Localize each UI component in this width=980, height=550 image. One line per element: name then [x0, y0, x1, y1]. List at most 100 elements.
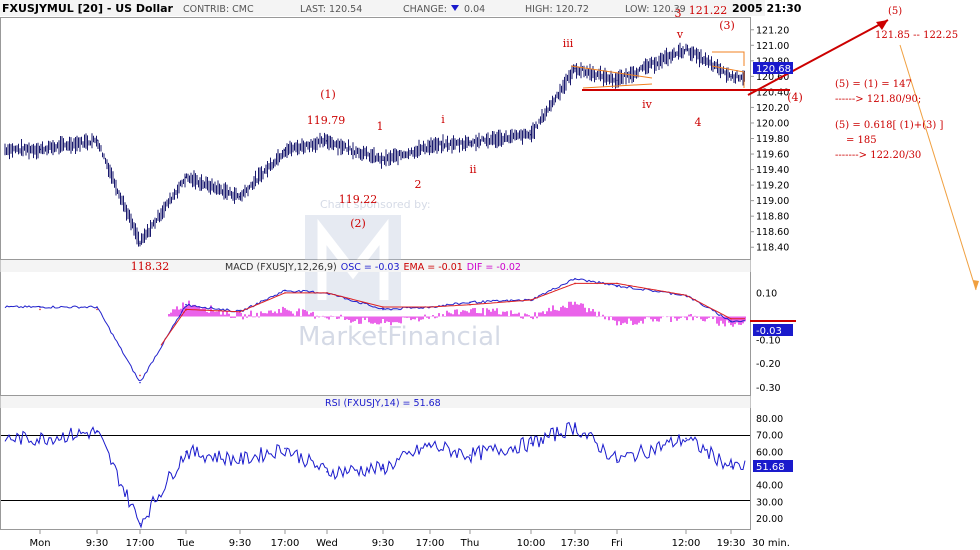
price-tick-label: 121.00: [756, 41, 789, 52]
rsi-tick-label: 60.00: [756, 447, 783, 458]
rsi-point: [685, 437, 687, 440]
macd-line: [4, 278, 745, 382]
last-label: LAST: 120.54: [300, 4, 362, 15]
time-tick-label: 17:00: [126, 538, 155, 549]
price-tick-label: 119.20: [756, 181, 789, 192]
price-point: [685, 48, 687, 50]
time-label: 2005 21:30: [732, 2, 802, 15]
macd-last-box: -0.03: [753, 324, 793, 337]
price-tick-label: 120.60: [756, 72, 789, 83]
macd-tick-label: 0.10: [756, 288, 777, 299]
ann-3-paren: (3): [719, 19, 735, 32]
time-tick-label: 17:00: [271, 538, 300, 549]
price-tick-label: 119.40: [756, 165, 789, 176]
signal-point: [239, 310, 241, 313]
projection-note-1: (5) = (1) = 147: [835, 79, 912, 90]
svg-text:120.68: 120.68: [756, 64, 791, 75]
rsi-tick-label: 70.00: [756, 431, 783, 442]
rsi-point: [39, 437, 41, 440]
svg-text:51.68: 51.68: [756, 462, 785, 473]
rsi-point: [429, 444, 431, 446]
ann-iii: iii: [563, 37, 574, 50]
ann-4: 4: [695, 116, 702, 129]
rsi-point: [730, 466, 732, 468]
macd-point: [39, 306, 41, 308]
price-point: [39, 148, 41, 151]
macd-point: [139, 381, 141, 384]
price-point: [469, 141, 471, 144]
signal-point: [429, 306, 431, 308]
rsi-point: [616, 459, 618, 461]
time-tick-label: 9:30: [229, 538, 251, 549]
ann-v: v: [676, 28, 684, 41]
price-tick-label: 120.40: [756, 87, 789, 98]
price-point: [284, 149, 286, 151]
macd-point: [185, 303, 187, 306]
price-tick-label: 118.40: [756, 243, 789, 254]
signal-point: [530, 299, 532, 301]
low-label: LOW: 120.39: [625, 4, 686, 15]
ann-1-paren: (1): [320, 88, 336, 101]
signal-point: [685, 294, 687, 297]
rsi-point: [574, 425, 576, 428]
interval-label: 30 min.: [752, 538, 790, 549]
ann-1: 1: [377, 120, 384, 133]
macd-point: [730, 320, 732, 323]
time-tick-label: Wed: [316, 538, 338, 549]
rsi-point: [239, 459, 241, 461]
price-tick-label: 119.00: [756, 196, 789, 207]
watermark: Chart sponsored by: MarketFinancial: [298, 198, 501, 352]
time-tick-label: Fri: [611, 538, 623, 549]
projection-note-3: (5) = 0.618[ (1)+(3) ]: [835, 120, 943, 131]
projection-arrow-icon: [876, 20, 888, 30]
projection-fade-line: [899, 44, 977, 291]
price-tick-label: 118.60: [756, 227, 789, 238]
rsi-point: [469, 454, 471, 456]
projection-notes: (5) 121.85 -- 122.25 (5) = (1) = 147 ---…: [835, 6, 958, 161]
change-label: CHANGE:: [403, 4, 447, 15]
time-axis: Mon 9:30 17:00 Tue 9:30 17:00 Wed 9:30 17:00 Thu 1…: [29, 530, 745, 549]
header-bar: FXUSJYMUL [20] - US Dollar CONTRIB: CMC …: [0, 0, 802, 16]
price-point: [530, 133, 532, 136]
macd-axis: 0.10 -0.10 -0.20 -0.30: [756, 288, 781, 393]
ann-2-paren: (2): [350, 217, 366, 230]
macd-title: MACD (FXUSJY,12,26,9) OSC = -0.03 EMA = -0…: [225, 262, 521, 273]
price-point: [574, 67, 576, 70]
price-point: [429, 145, 431, 148]
ann-11922: 119.22: [339, 193, 378, 206]
signal-point: [284, 292, 286, 294]
signal-point: [469, 303, 471, 306]
price-tick-label: 118.80: [756, 212, 789, 223]
rsi-tick-label: 20.00: [756, 514, 783, 525]
projection-note-2: ------> 121.80/90;: [835, 94, 921, 105]
watermark-brand: MarketFinancial: [298, 322, 501, 352]
price-tick-label: 121.20: [756, 25, 789, 36]
price-point: [139, 242, 141, 245]
rsi-point: [284, 447, 286, 450]
time-tick-label: 17:30: [561, 538, 590, 549]
price-tick-label: 120.80: [756, 56, 789, 67]
signal-point: [382, 306, 384, 308]
macd-tick-label: -0.10: [756, 336, 781, 347]
price-tick-label: 119.60: [756, 150, 789, 161]
rsi-point: [326, 471, 328, 473]
contrib-label: CONTRIB: CMC: [183, 4, 254, 15]
macd-point: [574, 277, 576, 280]
rsi-point: [96, 430, 98, 433]
macd-point: [469, 301, 471, 304]
rsi-point: [185, 450, 187, 453]
ann-iv: iv: [642, 98, 653, 111]
price-point: [239, 195, 241, 198]
rsi-title: RSI (FXUSJY,14) = 51.68: [325, 398, 441, 409]
price-tick-label: 120.20: [756, 103, 789, 114]
time-tick-label: 10:00: [517, 538, 546, 549]
macd-point: [382, 308, 384, 311]
price-tick-label: 120.00: [756, 118, 789, 129]
projection-note-5: -------> 122.20/30: [835, 150, 921, 161]
time-tick-label: 17:00: [416, 538, 445, 549]
fade-arrow-icon: [973, 280, 979, 290]
price-last-box: 120.68: [753, 62, 793, 75]
signal-point: [616, 282, 618, 285]
price-tick-label: 119.80: [756, 134, 789, 145]
